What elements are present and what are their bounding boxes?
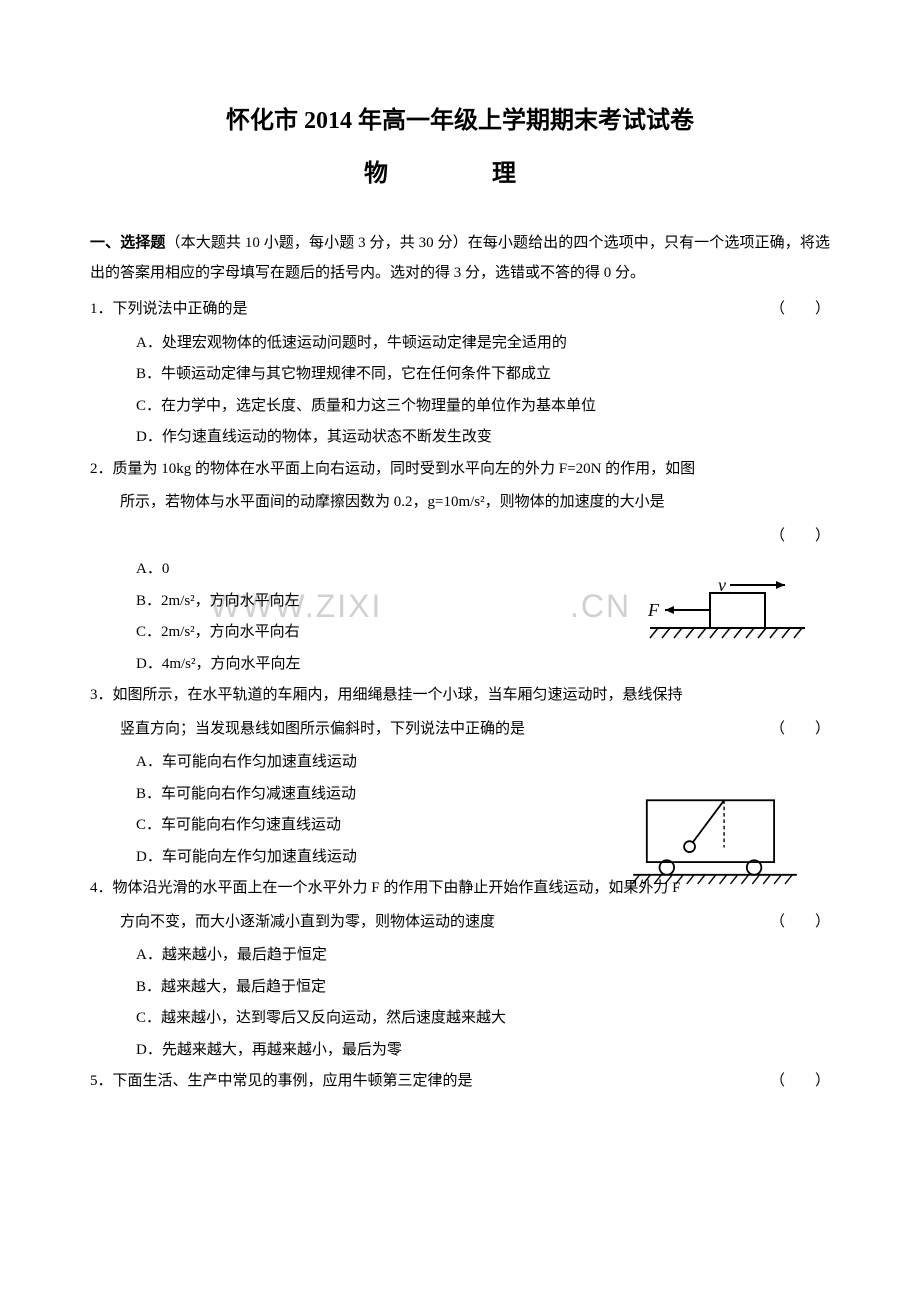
q2-option-d: D．4m/s²，方向水平向左: [90, 649, 830, 681]
q3-paren: （ ）: [770, 714, 830, 746]
exam-title: 怀化市 2014 年高一年级上学期期末考试试卷: [90, 100, 830, 135]
q4-num: 4．: [90, 880, 113, 896]
q3-option-a: A．车可能向右作匀加速直线运动: [90, 747, 830, 779]
q3-line2: 竖直方向；当发现悬线如图所示偏斜时，下列说法中正确的是 （ ）: [90, 714, 830, 746]
q5-paren: （ ）: [770, 1066, 830, 1098]
q4-paren: （ ）: [770, 907, 830, 939]
q3-num: 3．: [90, 687, 113, 703]
figure-q3: [620, 793, 810, 893]
q5-num: 5．: [90, 1073, 113, 1089]
q4-option-a: A．越来越小，最后趋于恒定: [90, 940, 830, 972]
q4-option-d: D．先越来越大，再越来越小，最后为零: [90, 1035, 830, 1067]
q1-option-d: D．作匀速直线运动的物体，其运动状态不断发生改变: [90, 422, 830, 454]
section-1-header: 一、选择题（本大题共 10 小题，每小题 3 分，共 30 分）在每小题给出的四…: [90, 228, 830, 288]
figure-q2: v F: [620, 578, 820, 648]
q2-text-l1: 质量为 10kg 的物体在水平面上向右运动，同时受到水平向左的外力 F=20N …: [113, 461, 696, 477]
svg-text:F: F: [647, 600, 660, 620]
q4-option-b: B．越来越大，最后趋于恒定: [90, 972, 830, 1004]
q1-text: 下列说法中正确的是: [113, 301, 248, 317]
q2-paren: （ ）: [90, 521, 830, 553]
q1-option-c: C．在力学中，选定长度、质量和力这三个物理量的单位作为基本单位: [90, 391, 830, 423]
q4-line2: 方向不变，而大小逐渐减小直到为零，则物体运动的速度 （ ）: [90, 907, 830, 939]
exam-subject: 物 理: [90, 153, 830, 188]
question-1: 1．下列说法中正确的是 （ ）: [90, 294, 830, 326]
question-5: 5．下面生活、生产中常见的事例，应用牛顿第三定律的是 （ ）: [90, 1066, 830, 1098]
q4-text-l2: 方向不变，而大小逐渐减小直到为零，则物体运动的速度: [120, 914, 495, 930]
q1-option-a: A．处理宏观物体的低速运动问题时，牛顿运动定律是完全适用的: [90, 328, 830, 360]
section-1-label: 一、选择题: [90, 235, 166, 251]
q1-num: 1．: [90, 301, 113, 317]
q1-paren: （ ）: [770, 294, 830, 326]
q3-text-l1: 如图所示，在水平轨道的车厢内，用细绳悬挂一个小球，当车厢匀速运动时，悬线保持: [113, 687, 683, 703]
q5-text: 下面生活、生产中常见的事例，应用牛顿第三定律的是: [113, 1073, 473, 1089]
q4-text-l1: 物体沿光滑的水平面上在一个水平外力 F 的作用下由静止开始作直线运动，如果外力 …: [113, 880, 681, 896]
q2-line2: 所示，若物体与水平面间的动摩擦因数为 0.2，g=10m/s²，则物体的加速度的…: [90, 487, 830, 519]
q3-text-l2: 竖直方向；当发现悬线如图所示偏斜时，下列说法中正确的是: [120, 721, 525, 737]
question-3: 3．如图所示，在水平轨道的车厢内，用细绳悬挂一个小球，当车厢匀速运动时，悬线保持: [90, 680, 830, 712]
q2-num: 2．: [90, 461, 113, 477]
section-1-desc: （本大题共 10 小题，每小题 3 分，共 30 分）在每小题给出的四个选项中，…: [90, 235, 830, 281]
q4-option-c: C．越来越小，达到零后又反向运动，然后速度越来越大: [90, 1003, 830, 1035]
q1-option-b: B．牛顿运动定律与其它物理规律不同，它在任何条件下都成立: [90, 359, 830, 391]
question-2: 2．质量为 10kg 的物体在水平面上向右运动，同时受到水平向左的外力 F=20…: [90, 454, 830, 486]
svg-text:v: v: [718, 578, 726, 595]
